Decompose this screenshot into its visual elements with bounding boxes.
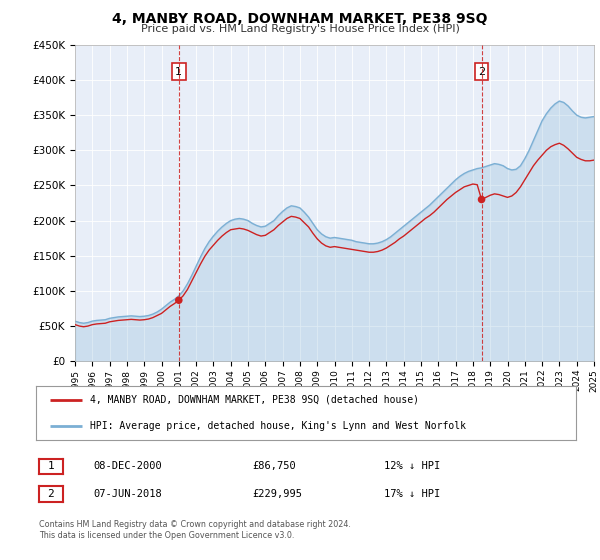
Text: 1: 1 — [175, 67, 182, 77]
Text: 1: 1 — [47, 461, 55, 472]
Text: HPI: Average price, detached house, King's Lynn and West Norfolk: HPI: Average price, detached house, King… — [90, 421, 466, 431]
Text: 4, MANBY ROAD, DOWNHAM MARKET, PE38 9SQ: 4, MANBY ROAD, DOWNHAM MARKET, PE38 9SQ — [112, 12, 488, 26]
Text: 07-JUN-2018: 07-JUN-2018 — [93, 489, 162, 499]
Text: 4, MANBY ROAD, DOWNHAM MARKET, PE38 9SQ (detached house): 4, MANBY ROAD, DOWNHAM MARKET, PE38 9SQ … — [90, 395, 419, 405]
Text: 2: 2 — [47, 489, 55, 499]
Text: Price paid vs. HM Land Registry's House Price Index (HPI): Price paid vs. HM Land Registry's House … — [140, 24, 460, 34]
Text: 2: 2 — [478, 67, 485, 77]
Text: 12% ↓ HPI: 12% ↓ HPI — [384, 461, 440, 472]
Text: Contains HM Land Registry data © Crown copyright and database right 2024.: Contains HM Land Registry data © Crown c… — [39, 520, 351, 529]
Text: £229,995: £229,995 — [252, 489, 302, 499]
Text: £86,750: £86,750 — [252, 461, 296, 472]
Text: This data is licensed under the Open Government Licence v3.0.: This data is licensed under the Open Gov… — [39, 531, 295, 540]
Point — [477, 195, 487, 204]
Text: 17% ↓ HPI: 17% ↓ HPI — [384, 489, 440, 499]
Point — [174, 296, 184, 305]
Text: 08-DEC-2000: 08-DEC-2000 — [93, 461, 162, 472]
